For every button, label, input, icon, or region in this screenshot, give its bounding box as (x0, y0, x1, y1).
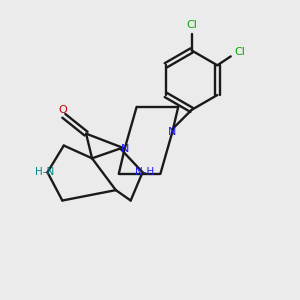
Text: Cl: Cl (186, 20, 197, 30)
Text: N-H: N-H (135, 167, 154, 177)
Text: N: N (121, 143, 129, 154)
Text: Cl: Cl (234, 47, 245, 57)
Text: O: O (58, 105, 67, 115)
Text: H-N: H-N (35, 167, 55, 177)
Text: N: N (168, 127, 176, 137)
